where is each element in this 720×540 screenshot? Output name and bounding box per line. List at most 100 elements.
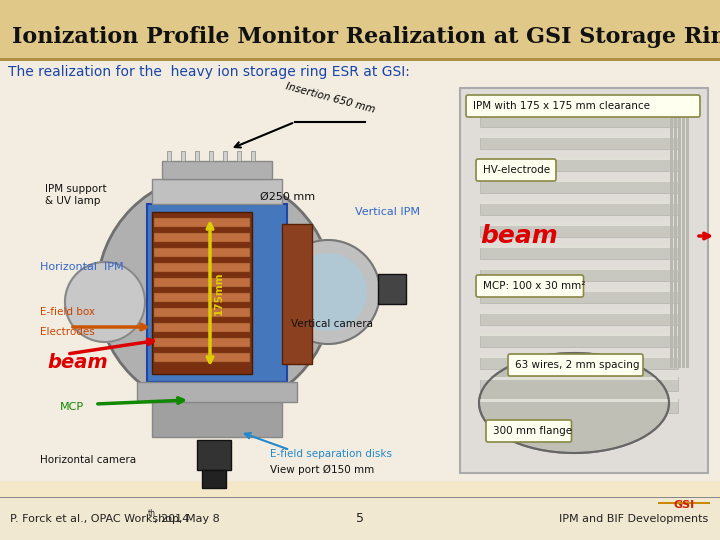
Bar [0,61,720,481]
Bar [480,355,678,369]
Bar [480,245,678,259]
Text: beam: beam [480,224,558,248]
Bar [480,267,678,270]
Bar [480,223,678,226]
Text: 175mm: 175mm [214,271,224,315]
FancyBboxPatch shape [466,95,700,117]
Bar [0,58,720,61]
Bar [480,311,678,314]
Bar [0,0,720,60]
Bar [152,212,252,374]
Bar [0,497,720,498]
Bar [154,233,250,242]
Bar [480,289,678,292]
Bar [480,333,678,347]
Circle shape [65,262,145,342]
Text: View port Ø150 mm: View port Ø150 mm [270,465,374,475]
Text: Horizontal  IPM: Horizontal IPM [40,262,124,272]
Bar [480,201,678,215]
Text: The realization for the  heavy ion storage ring ESR at GSI:: The realization for the heavy ion storag… [8,65,410,79]
Bar [154,278,250,287]
Bar [480,157,678,171]
Text: Ø250 mm: Ø250 mm [260,192,315,202]
Bar [237,151,241,161]
Text: E-field box: E-field box [40,307,95,317]
Bar [480,245,678,248]
Bar [152,402,282,437]
Bar [460,88,708,473]
Circle shape [276,240,380,344]
Bar [674,103,677,368]
FancyBboxPatch shape [476,275,583,297]
Text: 5: 5 [356,512,364,525]
Bar [154,338,250,347]
Circle shape [290,254,366,330]
Bar [480,135,678,149]
Text: 300 mm flange: 300 mm flange [493,426,572,436]
Bar [480,333,678,336]
Bar [480,289,678,303]
Bar [480,377,678,391]
Text: HV-electrode: HV-electrode [483,165,550,175]
Bar [480,135,678,138]
Bar [480,399,678,402]
Text: 63 wires, 2 mm spacing: 63 wires, 2 mm spacing [515,360,639,370]
Text: MCP: 100 x 30 mm²: MCP: 100 x 30 mm² [483,281,585,291]
Text: Insertion 650 mm: Insertion 650 mm [284,82,376,115]
Bar [282,224,312,364]
FancyBboxPatch shape [658,498,710,515]
Bar [147,204,287,382]
Bar [154,293,250,302]
Text: Electrodes: Electrodes [40,327,95,337]
Bar [152,179,282,204]
Bar [197,440,231,470]
Bar [678,103,681,368]
Text: IPM and BIF Developments: IPM and BIF Developments [559,514,708,524]
Bar [0,498,720,540]
Text: IPM support
& UV lamp: IPM support & UV lamp [45,184,107,206]
Text: th: th [148,510,156,518]
FancyBboxPatch shape [476,159,556,181]
Text: Ionization Profile Monitor Realization at GSI Storage Ring: Ionization Profile Monitor Realization a… [12,26,720,48]
Bar [658,502,710,504]
Bar [480,201,678,204]
Text: , 2014: , 2014 [154,514,189,524]
Text: Horizontal camera: Horizontal camera [40,455,136,465]
Bar [154,263,250,272]
Text: GSI: GSI [673,500,695,510]
Circle shape [97,174,333,410]
Text: MCP: MCP [60,402,84,412]
Bar [167,151,171,161]
Bar [480,179,678,182]
Bar [682,103,685,368]
Bar [154,353,250,362]
Bar [480,223,678,237]
Bar [480,157,678,160]
Bar [480,311,678,325]
Bar [137,382,297,402]
Bar [251,151,255,161]
Bar [154,248,250,257]
Bar [480,113,678,116]
Bar [378,274,406,304]
Bar [181,151,185,161]
Bar [480,179,678,193]
Bar [223,151,227,161]
Text: P. Forck et al., OPAC Workshop, May 8: P. Forck et al., OPAC Workshop, May 8 [10,514,220,524]
FancyBboxPatch shape [486,420,572,442]
Bar [154,218,250,227]
Ellipse shape [479,353,669,453]
Text: beam: beam [47,353,108,372]
Bar [195,151,199,161]
Bar [686,103,689,368]
Bar [670,103,673,368]
Bar [154,323,250,332]
Bar [202,470,226,488]
Bar [480,355,678,358]
Text: IPM with 175 x 175 mm clearance: IPM with 175 x 175 mm clearance [473,101,650,111]
Text: Vertical IPM: Vertical IPM [355,207,420,217]
Bar [480,113,678,127]
Bar [480,399,678,413]
Bar [162,161,272,179]
FancyBboxPatch shape [508,354,643,376]
